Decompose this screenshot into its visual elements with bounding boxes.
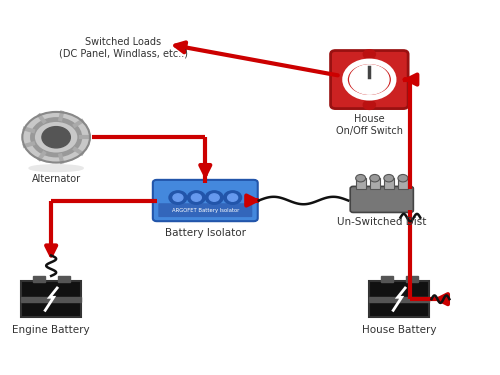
Text: Un-Switched Dist: Un-Switched Dist [337, 217, 426, 227]
Circle shape [350, 65, 389, 94]
Circle shape [228, 194, 237, 201]
Bar [381, 276, 392, 282]
Circle shape [370, 174, 380, 182]
FancyBboxPatch shape [158, 203, 252, 217]
FancyBboxPatch shape [370, 282, 429, 317]
Circle shape [206, 191, 223, 204]
Text: Engine Battery: Engine Battery [12, 325, 90, 335]
Text: ARGOFET Battery Isolator: ARGOFET Battery Isolator [172, 208, 239, 213]
Text: House
On/Off Switch: House On/Off Switch [336, 114, 403, 136]
Bar [370, 178, 380, 189]
Circle shape [364, 100, 376, 109]
Text: Battery Isolator: Battery Isolator [165, 228, 246, 237]
Circle shape [384, 174, 394, 182]
FancyBboxPatch shape [350, 186, 414, 213]
Circle shape [364, 50, 376, 59]
Circle shape [188, 191, 206, 204]
Bar [33, 276, 44, 282]
Bar [398, 178, 408, 189]
Text: Alternator: Alternator [32, 174, 80, 184]
Bar [406, 276, 417, 282]
Circle shape [42, 127, 70, 148]
Circle shape [398, 174, 408, 182]
FancyBboxPatch shape [22, 282, 81, 317]
Text: Switched Loads
(DC Panel, Windlass, etc..): Switched Loads (DC Panel, Windlass, etc.… [59, 37, 188, 59]
Text: House Battery: House Battery [362, 325, 436, 335]
Bar [370, 297, 429, 302]
Circle shape [169, 191, 187, 204]
Circle shape [224, 191, 242, 204]
Bar [22, 297, 81, 302]
Circle shape [22, 112, 90, 162]
Circle shape [173, 194, 183, 201]
Circle shape [192, 194, 202, 201]
Circle shape [356, 174, 366, 182]
FancyBboxPatch shape [153, 180, 258, 221]
Ellipse shape [29, 165, 83, 171]
FancyBboxPatch shape [330, 51, 408, 109]
Circle shape [210, 194, 219, 201]
Bar [384, 178, 394, 189]
Bar [356, 178, 366, 189]
Bar [58, 276, 70, 282]
